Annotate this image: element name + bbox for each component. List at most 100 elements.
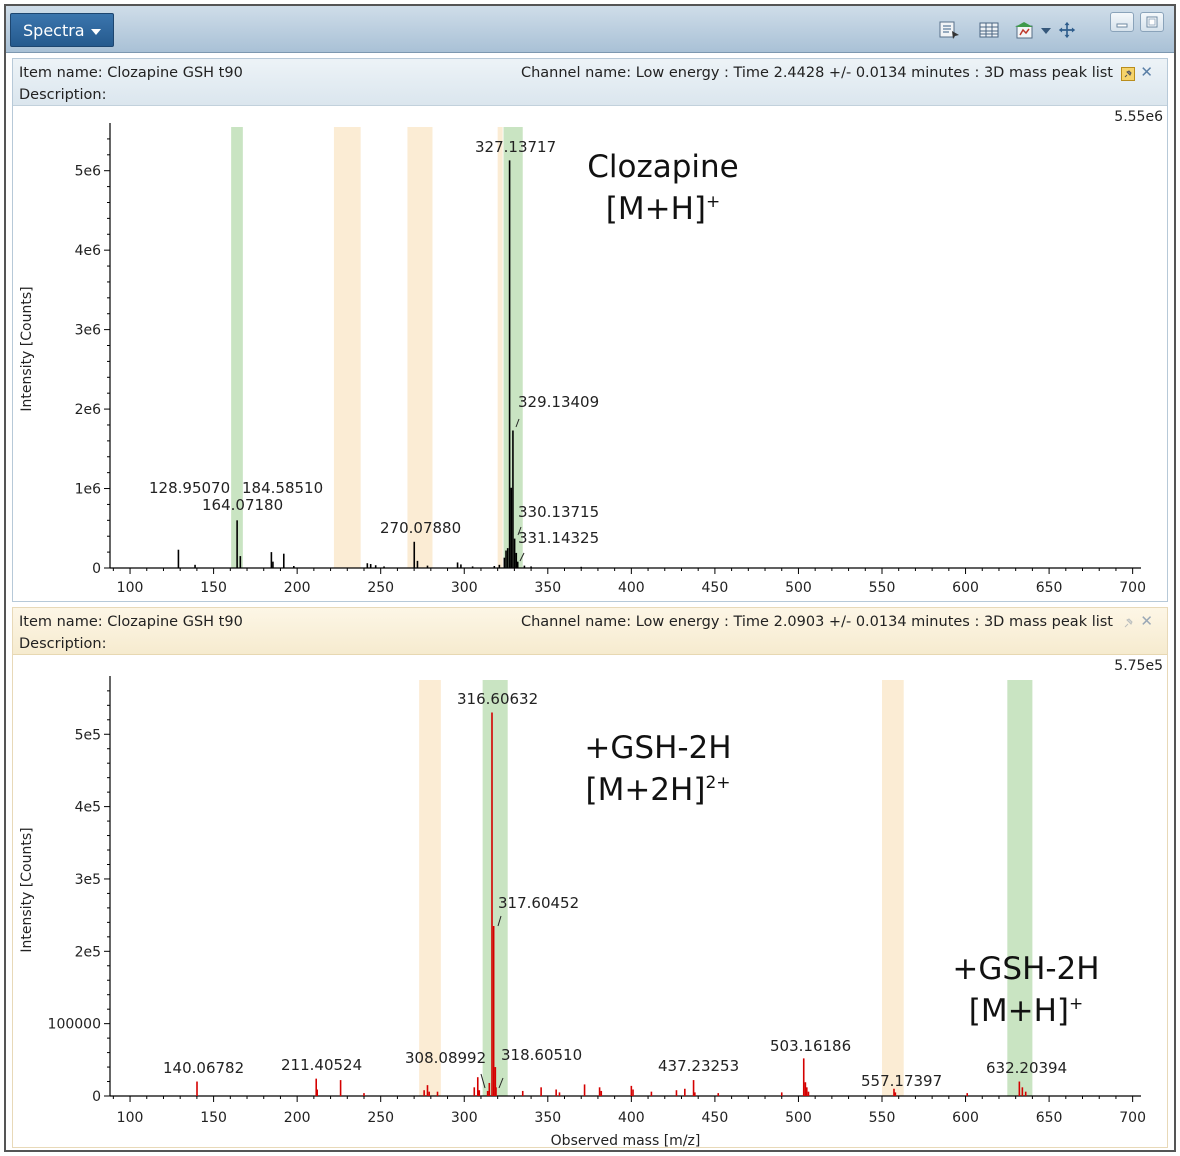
pin-icon[interactable] — [1121, 616, 1135, 630]
spectra-window: Spectra — [4, 4, 1176, 1152]
spectrum-panel-bottom: Item name: Clozapine GSH t90 Description… — [12, 607, 1168, 1148]
x-tick-label: 350 — [534, 580, 561, 596]
ion-annotation: +GSH-2H — [584, 730, 731, 766]
minimize-icon[interactable] — [1110, 12, 1134, 32]
peak-label-leader — [515, 418, 520, 428]
ion-annotation-text: [M+H] — [969, 993, 1069, 1029]
panel-header: Item name: Clozapine GSH t90 Description… — [13, 608, 1167, 655]
max-intensity-label: 5.55e6 — [1114, 109, 1163, 125]
highlight-band — [333, 127, 361, 568]
x-tick-label: 350 — [534, 1110, 561, 1126]
highlight-band — [419, 680, 441, 1096]
spectra-menu-label: Spectra — [23, 21, 85, 40]
y-tick-label: 3e5 — [75, 872, 101, 888]
x-tick-label: 100 — [117, 580, 144, 596]
ion-charge-superscript: + — [706, 192, 720, 212]
table-icon[interactable] — [978, 21, 1000, 39]
peak-label: 329.13409 — [518, 393, 599, 411]
highlight-band — [231, 127, 243, 568]
x-tick-label: 300 — [451, 580, 478, 596]
highlight-band — [482, 680, 508, 1096]
highlight-band — [881, 680, 904, 1096]
y-tick-label: 3e6 — [75, 323, 102, 339]
peak-label: 331.14325 — [518, 529, 599, 547]
close-icon[interactable]: ✕ — [1140, 63, 1153, 81]
ion-charge-superscript: 2+ — [705, 773, 730, 793]
peak-label-leader — [498, 1077, 504, 1089]
x-tick-label: 650 — [1036, 580, 1063, 596]
y-tick-label: 0 — [92, 1089, 101, 1105]
ion-annotation: [M+2H]2+ — [585, 772, 730, 808]
x-tick-label: 550 — [869, 1110, 896, 1126]
spectrum-chart-top: 0 1e6 2e6 3e6 4e6 5e6 100 150 200 250 300 350 400 450… — [19, 123, 1146, 596]
window-controls — [1110, 12, 1168, 36]
description-label: Description: — [19, 636, 107, 652]
x-tick-label: 550 — [869, 580, 896, 596]
y-tick-label: 2e6 — [75, 402, 102, 418]
spectra-menu-button[interactable]: Spectra — [10, 13, 114, 47]
y-axis-label: Intensity [Counts] — [19, 286, 35, 411]
ion-annotation: Clozapine — [587, 149, 739, 185]
y-tick-label: 5e6 — [75, 164, 102, 180]
item-name-label: Item name: Clozapine GSH t90 — [19, 65, 243, 81]
x-tick-label: 700 — [1119, 580, 1146, 596]
y-axis-label: Intensity [Counts] — [19, 827, 35, 952]
ion-annotation-text: Clozapine — [587, 149, 739, 185]
x-tick-label: 700 — [1119, 1110, 1146, 1126]
y-tick-label: 2e5 — [75, 944, 101, 960]
x-tick-label: 600 — [952, 1110, 979, 1126]
pin-icon[interactable] — [1121, 67, 1135, 81]
peak-label: 270.07880 — [380, 519, 461, 537]
spectrum-panel-top: Item name: Clozapine GSH t90 Description… — [12, 58, 1168, 602]
y-tick-label: 4e6 — [75, 243, 102, 259]
channel-name-label: Channel name: Low energy : Time 2.4428 +… — [520, 65, 1113, 81]
x-tick-label: 600 — [952, 580, 979, 596]
ion-annotation-text: [M+H] — [606, 191, 706, 227]
highlight-band — [1007, 680, 1033, 1096]
peak-label: 503.16186 — [770, 1037, 851, 1055]
x-tick-label: 500 — [785, 1110, 812, 1126]
ion-annotation-text: +GSH-2H — [952, 951, 1099, 987]
peak-label: 184.58510 — [242, 479, 323, 497]
y-tick-label: 1e6 — [75, 482, 102, 498]
peak-label-leader — [519, 552, 525, 562]
restore-icon[interactable] — [1140, 12, 1164, 32]
x-tick-label: 100 — [117, 1110, 144, 1126]
x-tick-label: 650 — [1036, 1110, 1063, 1126]
dropdown-icon[interactable] — [1040, 21, 1052, 39]
pan-move-icon[interactable] — [1056, 21, 1078, 39]
item-name-label: Item name: Clozapine GSH t90 — [19, 614, 243, 630]
y-tick-label: 4e5 — [75, 800, 101, 816]
description-label: Description: — [19, 87, 107, 103]
peak-label: 211.40524 — [281, 1056, 362, 1074]
peak-label: 330.13715 — [518, 503, 599, 521]
peak-label-leader — [497, 915, 502, 927]
max-intensity-label: 5.75e5 — [1114, 658, 1163, 674]
y-tick-label: 0 — [92, 561, 101, 577]
highlight-band — [497, 127, 503, 568]
highlight-band — [407, 127, 433, 568]
close-icon[interactable]: ✕ — [1140, 612, 1153, 630]
peak-label: 557.17397 — [861, 1072, 942, 1090]
x-tick-label: 300 — [451, 1110, 478, 1126]
ion-charge-superscript: + — [1069, 994, 1083, 1014]
peak-label: 318.60510 — [501, 1046, 582, 1064]
peak-label: 327.13717 — [475, 138, 556, 156]
chart-type-icon[interactable] — [1014, 21, 1036, 39]
ion-annotation-text: [M+2H] — [585, 772, 705, 808]
y-tick-label: 5e5 — [75, 727, 101, 743]
report-icon[interactable] — [938, 21, 960, 39]
ion-annotation: +GSH-2H — [952, 951, 1099, 987]
x-tick-label: 200 — [284, 1110, 311, 1126]
chevron-down-icon — [90, 28, 101, 35]
peak-label: 140.06782 — [163, 1059, 244, 1077]
channel-name-label: Channel name: Low energy : Time 2.0903 +… — [520, 614, 1113, 630]
x-tick-label: 500 — [785, 580, 812, 596]
highlight-band — [503, 127, 523, 568]
peak-label: 632.20394 — [986, 1059, 1067, 1077]
ion-annotation: [M+H]+ — [606, 191, 720, 227]
peak-label: 316.60632 — [457, 690, 538, 708]
spectra-toolbar: Spectra — [6, 6, 1174, 53]
peak-label-leader — [517, 526, 522, 536]
x-tick-label: 150 — [200, 580, 227, 596]
